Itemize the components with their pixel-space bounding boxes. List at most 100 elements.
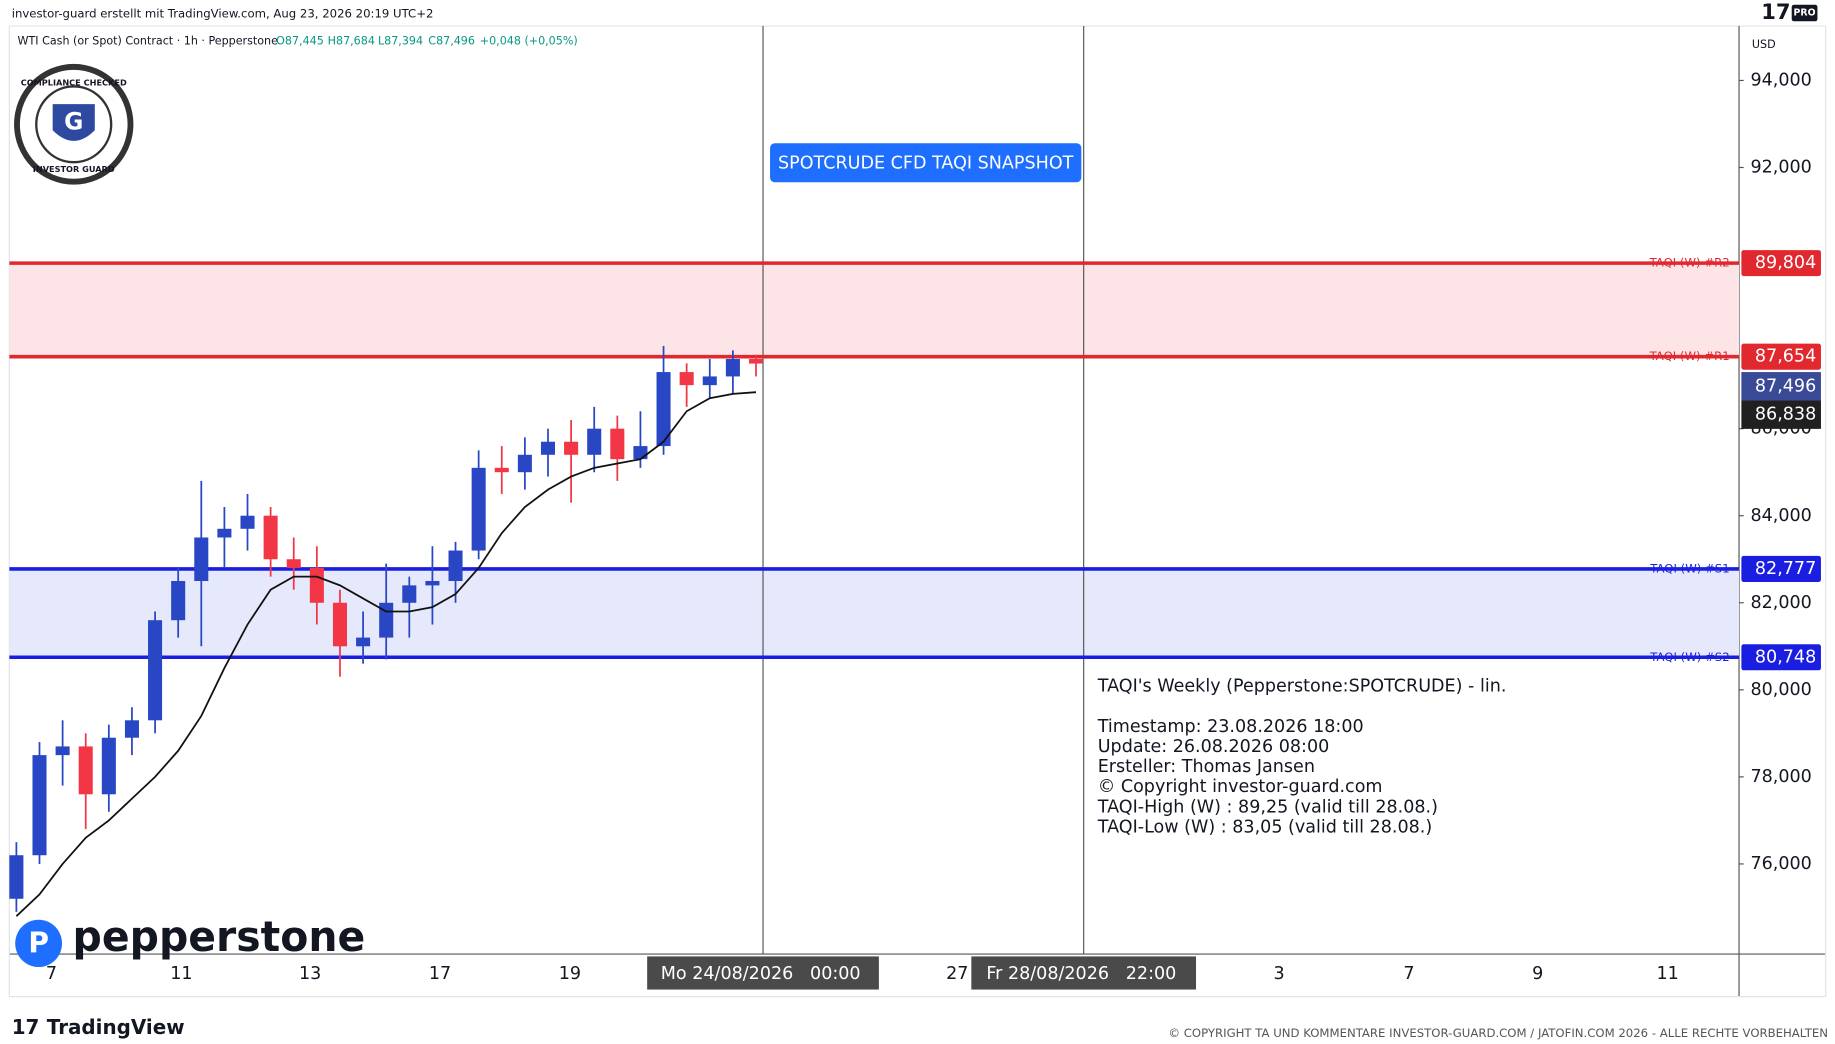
annotation: TAQI's Weekly (Pepperstone:SPOTCRUDE) - … (1097, 676, 1507, 837)
x-tick-label: Mo 24/08/2026 00:00 (661, 964, 861, 984)
annotation-line: Update: 26.08.2026 08:00 (1098, 737, 1330, 757)
y-tick-label: 80,000 (1750, 680, 1811, 700)
candle-body (679, 372, 694, 386)
x-tick-label: 7 (46, 964, 57, 984)
badge-letter: G (64, 108, 83, 136)
candle-body (540, 441, 556, 455)
x-tick-box (647, 956, 879, 990)
brand: pepperstone (73, 913, 366, 961)
candle-body (332, 602, 347, 647)
x-tick-label: 19 (559, 964, 581, 984)
brand-icon-letter: P (28, 926, 49, 959)
legend-change: +0,048 (+0,05%) (480, 34, 578, 47)
candle-body (9, 855, 24, 899)
level-name: TAQI (W) #R2 (1649, 256, 1730, 270)
candle-body (448, 550, 463, 582)
candle-body (171, 581, 186, 621)
pro-badge (1791, 4, 1818, 22)
level-tag (1741, 250, 1821, 277)
x-tick-label: 3 (1274, 964, 1285, 984)
currency: USD (1752, 38, 1776, 51)
candle-body (217, 528, 232, 538)
candle-body (587, 428, 602, 455)
candle-body (286, 559, 301, 568)
zone (9, 568, 1740, 658)
x-tick-box (971, 956, 1197, 990)
legend-high: H87,684 (328, 34, 375, 47)
candle-body (725, 359, 740, 377)
y-tick-label: 84,000 (1750, 506, 1811, 526)
candle-body (633, 446, 648, 460)
level-tag (1741, 644, 1821, 671)
candle-body (148, 620, 163, 721)
candle-body (471, 467, 486, 551)
price-tag-label: 86,838 (1755, 405, 1816, 425)
annotation-line: © Copyright investor-guard.com (1098, 777, 1383, 797)
legend-symbol: WTI Cash (or Spot) Contract · 1h · Peppe… (18, 34, 278, 47)
y-tick-label: 92,000 (1750, 157, 1811, 177)
level-tag-label: 89,804 (1755, 253, 1816, 273)
level-tag (1741, 343, 1821, 370)
annotation-line: TAQI's Weekly (Pepperstone:SPOTCRUDE) - … (1097, 676, 1507, 696)
level-name: TAQI (W) #S2 (1649, 650, 1729, 664)
x-tick-label: 9 (1532, 964, 1543, 984)
price-tag (1741, 372, 1821, 401)
caption: investor-guard erstellt mit TradingView.… (12, 7, 434, 21)
level-tag-label: 82,777 (1755, 559, 1816, 579)
candle-body (494, 467, 509, 473)
pro-text: PRO (1794, 7, 1816, 18)
badge-bottom: INVESTOR GUARD (33, 164, 115, 174)
level-tag-label: 87,654 (1755, 347, 1816, 367)
candle-body (564, 441, 579, 455)
level-name: TAQI (W) #S1 (1649, 561, 1729, 575)
candle-body (656, 372, 671, 447)
plot: 76,00078,00080,00082,00084,00086,00092,0… (9, 26, 1821, 990)
x-tick-label: 17 (429, 964, 451, 984)
y-tick-label: 82,000 (1750, 593, 1811, 613)
candle-body (517, 454, 532, 473)
legend-low: L87,394 (378, 34, 423, 47)
zone (9, 263, 1740, 357)
copyright: © COPYRIGHT TA UND KOMMENTARE INVESTOR-G… (1168, 1026, 1828, 1040)
legend-open: O87,445 (276, 34, 324, 47)
badge-top: COMPLIANCE CHECKED (21, 77, 127, 87)
moving-average (15, 391, 757, 917)
level-tag-label: 80,748 (1755, 647, 1816, 667)
candle-body (240, 515, 255, 529)
tv-logo: 17 (1761, 0, 1790, 24)
annotation-line: TAQI-High (W) : 89,25 (valid till 28.08.… (1097, 797, 1438, 817)
candle-body (402, 585, 417, 603)
title-box (770, 143, 1082, 183)
candle-body (425, 581, 440, 586)
candle-body (32, 755, 47, 856)
candle-body (610, 428, 625, 460)
x-tick-label: 11 (1656, 964, 1678, 984)
annotation-line: Timestamp: 23.08.2026 18:00 (1097, 717, 1364, 737)
y-tick-label: 94,000 (1750, 70, 1811, 90)
x-tick-label: Fr 28/08/2026 22:00 (986, 964, 1176, 984)
price-tag-label: 87,496 (1755, 376, 1816, 396)
brand-icon (15, 919, 63, 968)
annotation-line: TAQI-Low (W) : 83,05 (valid till 28.08.) (1097, 817, 1432, 837)
price-tag (1741, 400, 1821, 429)
badge: G COMPLIANCE CHECKED INVESTOR GUARD (14, 63, 134, 185)
candle-body (101, 737, 116, 795)
candle-body (263, 515, 278, 560)
candle-body (309, 567, 324, 603)
candle-body (124, 720, 139, 738)
x-tick-label: 13 (299, 964, 321, 984)
candle-body (356, 637, 371, 647)
x-tick-label: 27 (946, 964, 968, 984)
y-tick-label: 76,000 (1750, 854, 1811, 874)
x-tick-label: 7 (1403, 964, 1414, 984)
tv-mark: 17 (12, 1015, 40, 1039)
badge-shield (52, 104, 95, 141)
candle-body (702, 376, 717, 386)
tv-brand: TradingView (47, 1015, 185, 1039)
level-tag (1741, 555, 1821, 582)
candle-body (748, 359, 764, 364)
chart-title: SPOTCRUDE CFD TAQI SNAPSHOT (778, 153, 1074, 173)
candle-body (55, 746, 70, 756)
